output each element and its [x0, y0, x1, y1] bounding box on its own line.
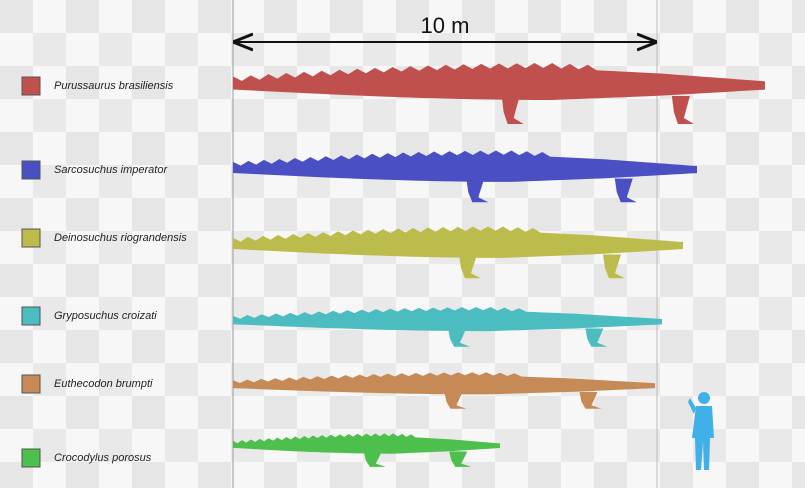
- legend-label: Gryposuchus croizati: [54, 310, 157, 322]
- silhouette-leg: [363, 451, 386, 467]
- legend-swatch: [21, 448, 41, 468]
- silhouette-leg: [448, 328, 471, 347]
- scale-label: 10 m: [421, 13, 470, 38]
- legend-swatch: [21, 306, 41, 326]
- human-body: [688, 398, 714, 470]
- silhouette: [233, 433, 500, 454]
- legend-label: Sarcosuchus imperator: [54, 164, 168, 176]
- legend-swatch: [21, 160, 41, 180]
- legend-swatch: [21, 76, 41, 96]
- silhouette: [233, 226, 683, 258]
- silhouette: [233, 150, 697, 182]
- silhouette-leg: [585, 328, 608, 347]
- silhouette-leg: [466, 178, 489, 203]
- silhouette: [233, 63, 765, 100]
- silhouette: [233, 307, 662, 332]
- silhouette: [233, 372, 655, 395]
- silhouette-leg: [444, 392, 467, 409]
- legend-swatch: [21, 374, 41, 394]
- silhouette-leg: [459, 254, 481, 279]
- silhouette-leg: [579, 392, 602, 409]
- legend-swatch: [21, 228, 41, 248]
- legend-label: Deinosuchus riograndensis: [54, 232, 187, 244]
- silhouette-leg: [501, 96, 524, 124]
- legend-label: Euthecodon brumpti: [54, 378, 153, 390]
- human-head: [698, 392, 710, 404]
- legend-label: Purussaurus brasiliensis: [54, 80, 174, 92]
- silhouette-leg: [449, 451, 472, 467]
- legend-label: Crocodylus porosus: [54, 452, 152, 464]
- silhouette-leg: [671, 96, 694, 124]
- silhouette-leg: [603, 254, 625, 279]
- silhouette-leg: [614, 178, 637, 203]
